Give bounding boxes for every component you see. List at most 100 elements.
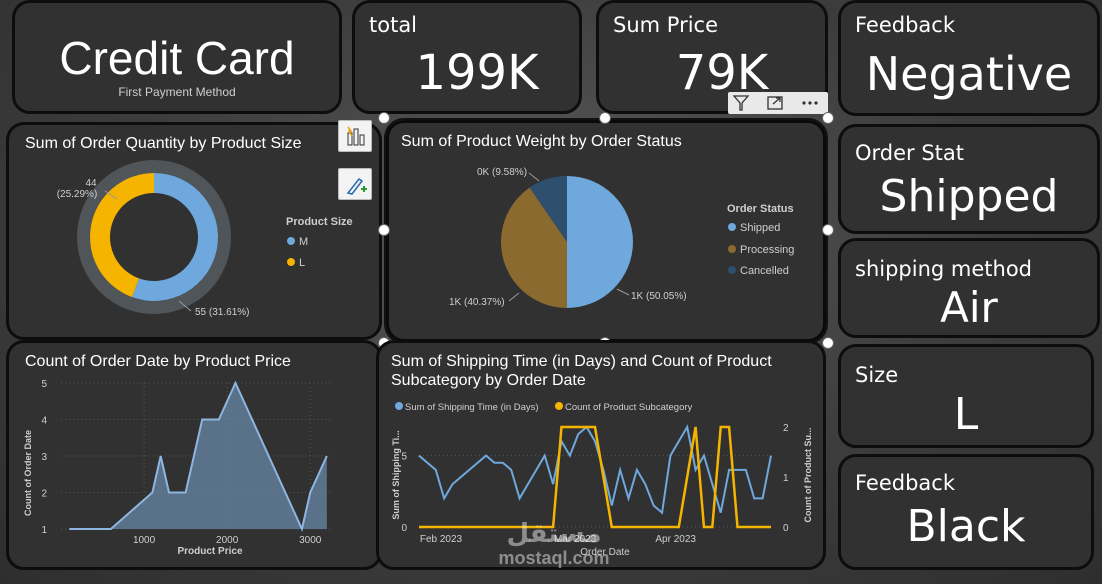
- y-tick-label-right: 0: [783, 523, 789, 534]
- pie-leader-cancelled: [528, 172, 540, 182]
- kpi-value: 199K: [415, 45, 539, 101]
- legend-dot-l: [287, 258, 295, 266]
- kpi-subtitle: First Payment Method: [118, 85, 236, 99]
- focus-mode-icon[interactable]: [767, 96, 783, 110]
- paintbrush-icon: [346, 177, 367, 195]
- donut-chart-card[interactable]: Sum of Order Quantity by Product Size 44…: [6, 122, 382, 340]
- kpi-title: Order Stat: [855, 141, 965, 165]
- donut-halo: [77, 160, 231, 314]
- resize-handle[interactable]: [599, 112, 611, 124]
- x-tick-label: 2000: [216, 535, 239, 546]
- kpi-card-payment-method[interactable]: Credit Card First Payment Method: [12, 0, 342, 114]
- legend-label-m: M: [299, 236, 308, 248]
- kpi-card-order-status[interactable]: Order Stat Shipped: [838, 124, 1100, 234]
- y-tick-label: 1: [41, 525, 47, 536]
- chart-title: Sum of Product Weight by Order Status: [401, 133, 682, 150]
- legend-dot-shipping: [395, 402, 403, 410]
- donut-leader-top: [104, 190, 118, 200]
- legend-label-subcategory: Count of Product Subcategory: [565, 402, 693, 413]
- resize-handle[interactable]: [822, 337, 834, 349]
- x-tick-label: Mar 2023: [554, 534, 597, 545]
- legend-label-shipping: Sum of Shipping Time (in Days): [405, 402, 539, 413]
- pie-slice-shipped[interactable]: [566, 176, 633, 308]
- series-line-shipping-time[interactable]: [418, 424, 772, 515]
- bar-chart-icon: [347, 126, 365, 146]
- y-axis-label-left: Sum of Shipping Ti...: [391, 430, 401, 519]
- y-tick-label: 3: [41, 452, 47, 463]
- pie-label-shipped: 1K (50.05%): [631, 291, 687, 302]
- format-visual-icon[interactable]: [338, 168, 372, 200]
- kpi-title: Feedback: [855, 13, 956, 37]
- chart-title: Sum of Order Quantity by Product Size: [25, 135, 302, 152]
- kpi-value: Black: [906, 501, 1026, 552]
- y-tick-label-left: 0: [401, 523, 407, 534]
- legend-dot-subcategory: [555, 402, 563, 410]
- kpi-value: Air: [940, 283, 998, 332]
- donut-label-bottom: 55 (31.61%): [195, 307, 249, 318]
- resize-handle[interactable]: [378, 112, 390, 124]
- kpi-title: Sum Price: [613, 13, 718, 37]
- x-tick-label: Feb 2023: [420, 534, 463, 545]
- x-tick-label: 1000: [133, 535, 156, 546]
- legend-title: Product Size: [286, 216, 353, 228]
- kpi-title: total: [369, 13, 418, 37]
- x-tick-label: Apr 2023: [655, 534, 696, 545]
- pie-label-processing: 1K (40.37%): [449, 297, 505, 308]
- legend-title: Order Status: [727, 203, 794, 215]
- kpi-card-size[interactable]: Size L: [838, 344, 1094, 448]
- chart-title-line1: Sum of Shipping Time (in Days) and Count…: [391, 353, 772, 370]
- kpi-card-total[interactable]: total 199K: [352, 0, 582, 114]
- kpi-value: Credit Card: [59, 32, 295, 84]
- donut-slice-l[interactable]: [89, 173, 154, 298]
- y-axis-label: Count of Order Date: [23, 430, 33, 516]
- legend-dot-m: [287, 237, 295, 245]
- y-tick-label: 2: [41, 489, 47, 500]
- legend-label-cancelled: Cancelled: [740, 265, 789, 277]
- kpi-card-shipping-method[interactable]: shipping method Air: [838, 238, 1100, 338]
- kpi-title: Size: [855, 363, 899, 387]
- legend-dot-cancelled: [728, 266, 736, 274]
- kpi-value: L: [953, 389, 979, 440]
- legend-label-shipped: Shipped: [740, 222, 780, 234]
- kpi-value: Shipped: [879, 171, 1059, 222]
- donut-slice-m[interactable]: [132, 173, 218, 301]
- y-tick-label-right: 1: [783, 473, 789, 484]
- resize-handle[interactable]: [378, 224, 390, 236]
- pie-chart-card[interactable]: Sum of Product Weight by Order Status 0K…: [384, 118, 828, 344]
- area-fill: [69, 383, 327, 529]
- more-options-icon[interactable]: [802, 101, 818, 105]
- kpi-card-feedback-secondary[interactable]: Feedback Black: [838, 454, 1094, 570]
- series-line-product-subcategory[interactable]: [419, 425, 771, 529]
- visual-header: [728, 92, 828, 114]
- x-axis-label: Order Date: [580, 547, 630, 558]
- chart-title: Count of Order Date by Product Price: [25, 353, 291, 370]
- pie-label-cancelled: 0K (9.58%): [477, 167, 527, 178]
- kpi-card-sum-price[interactable]: Sum Price 79K: [596, 0, 828, 114]
- donut-chart: 44 (25.29%) 55 (31.61%) Product Size M L: [57, 160, 353, 318]
- kpi-title: shipping method: [855, 257, 1032, 281]
- pie-leader-shipped: [616, 288, 630, 296]
- y-tick-label: 5: [41, 379, 47, 390]
- resize-handle[interactable]: [822, 224, 834, 236]
- area-line[interactable]: [69, 380, 328, 533]
- legend-label-l: L: [299, 257, 305, 269]
- pie-leader-processing: [508, 292, 520, 302]
- y-axis-label-right: Count of Product Su...: [803, 428, 813, 523]
- kpi-value: 79K: [675, 45, 769, 101]
- kpi-card-feedback[interactable]: Feedback Negative: [838, 0, 1100, 116]
- legend-label-processing: Processing: [740, 244, 794, 256]
- pie-slice-cancelled[interactable]: [529, 176, 567, 242]
- filter-icon[interactable]: [732, 95, 750, 111]
- pie-chart: 0K (9.58%) 1K (40.37%) 1K (50.05%) Order…: [449, 167, 794, 308]
- combo-chart-card[interactable]: Sum of Shipping Time (in Days) and Count…: [376, 340, 826, 570]
- build-visual-icon[interactable]: [338, 120, 372, 152]
- donut-label-top-pct: (25.29%): [57, 189, 98, 200]
- x-tick-label: 3000: [299, 535, 322, 546]
- area-chart-card[interactable]: Count of Order Date by Product Price 1 2 3…: [6, 340, 382, 570]
- combo-chart: Sum of Shipping Time (in Days) Count of …: [391, 402, 813, 558]
- donut-label-top-value: 44: [85, 178, 97, 189]
- legend-dot-shipped: [728, 223, 736, 231]
- pie-slice-processing[interactable]: [501, 187, 567, 308]
- resize-handle[interactable]: [822, 112, 834, 124]
- area-chart: 1 2 3 4 5 1000 2000 3000 Count of Order Date Pr…: [23, 379, 331, 557]
